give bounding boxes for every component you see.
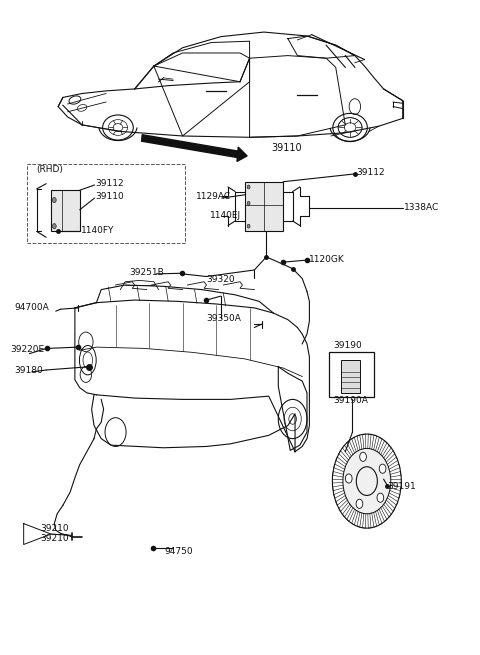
Bar	[340, 360, 360, 393]
Text: 39112: 39112	[356, 168, 385, 178]
Text: 39112: 39112	[96, 179, 124, 189]
Bar	[245, 181, 283, 231]
Text: 39350A: 39350A	[206, 314, 241, 323]
Text: 39190: 39190	[333, 341, 362, 350]
Text: 39220E: 39220E	[10, 345, 44, 354]
FancyArrow shape	[142, 135, 247, 161]
Circle shape	[379, 464, 386, 474]
Circle shape	[52, 223, 56, 229]
Circle shape	[356, 499, 363, 508]
Text: 94700A: 94700A	[14, 303, 49, 312]
Circle shape	[343, 449, 391, 514]
Text: 39210: 39210	[40, 534, 69, 543]
Circle shape	[377, 493, 384, 502]
Text: 39190A: 39190A	[333, 396, 368, 405]
Circle shape	[52, 197, 56, 202]
Text: 1120GK: 1120GK	[310, 255, 345, 264]
Text: 1338AC: 1338AC	[404, 203, 439, 212]
Circle shape	[247, 201, 250, 205]
Text: (RHD): (RHD)	[36, 165, 63, 174]
Text: 39110: 39110	[96, 193, 124, 201]
Bar	[328, 352, 374, 398]
Text: 39191: 39191	[387, 482, 416, 491]
Circle shape	[360, 452, 366, 461]
Text: 1129AC: 1129AC	[196, 193, 231, 201]
Text: 94750: 94750	[164, 548, 193, 556]
Text: 39251B: 39251B	[129, 268, 164, 277]
Text: 39320: 39320	[206, 274, 235, 284]
Text: 1140EJ: 1140EJ	[210, 211, 241, 219]
Text: 1140FY: 1140FY	[81, 226, 114, 234]
Text: 39210: 39210	[40, 525, 69, 533]
Circle shape	[247, 185, 250, 189]
Circle shape	[346, 474, 352, 483]
Text: 39110: 39110	[271, 143, 302, 153]
Text: 39180: 39180	[14, 366, 43, 375]
Bar	[51, 190, 80, 231]
Circle shape	[247, 224, 250, 228]
